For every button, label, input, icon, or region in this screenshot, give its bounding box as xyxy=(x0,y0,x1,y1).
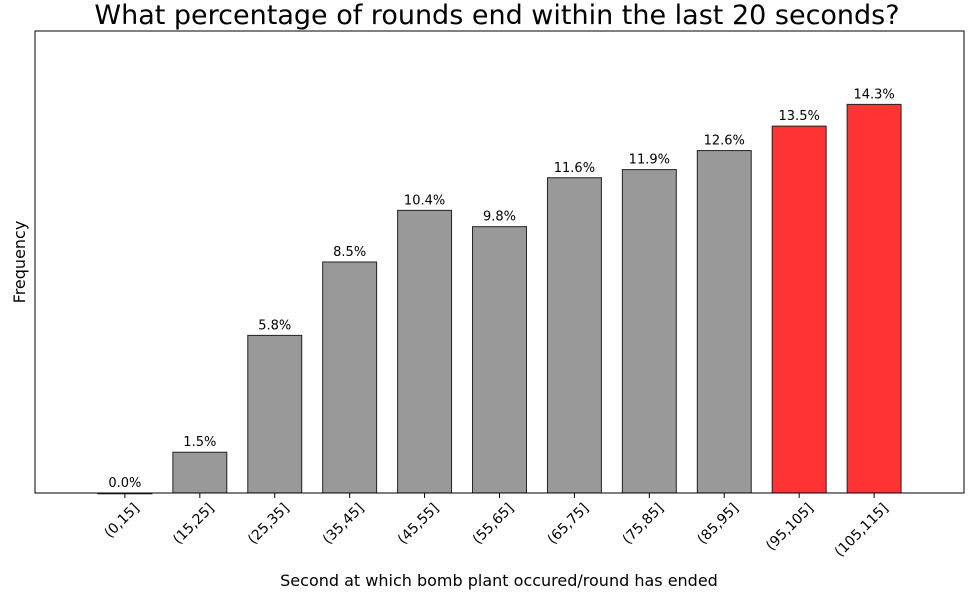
data-labels-group: 0.0% 1.5% 5.8% 8.5% 10.4% 9.8% 11.6% 11.9% 12.6%… xyxy=(108,87,894,491)
data-label-0: 0.0% xyxy=(108,476,141,491)
y-axis-label: Frequency xyxy=(10,221,29,304)
x-tick-label-5: (55,65] xyxy=(470,500,517,547)
chart-title: What percentage of rounds end within the… xyxy=(94,0,899,31)
x-tick-label-3: (35,45] xyxy=(320,500,367,547)
x-tick-label-1: (15,25] xyxy=(170,500,217,547)
data-label-9: 13.5% xyxy=(779,109,820,124)
bars-group xyxy=(97,103,902,495)
data-label-3: 8.5% xyxy=(333,245,366,260)
x-tick-label-9: (95,105] xyxy=(763,500,817,554)
x-tick-label-8: (85,95] xyxy=(695,500,742,547)
bar-7 xyxy=(621,169,677,494)
x-tick-label-7: (75,85] xyxy=(620,500,667,547)
x-ticks-group: (0,15] (15,25] (25,35] (35,45] (45,55] (55,65… xyxy=(101,493,892,560)
bar-3 xyxy=(322,261,378,494)
x-axis-label: Second at which bomb plant occured/round… xyxy=(280,571,718,590)
x-tick-label-0: (0,15] xyxy=(101,500,142,541)
data-label-7: 11.9% xyxy=(629,153,670,168)
bar-9 xyxy=(771,125,827,494)
data-label-6: 11.6% xyxy=(554,161,595,176)
x-tick-label-6: (65,75] xyxy=(545,500,592,547)
bar-2 xyxy=(247,334,303,494)
bar-6 xyxy=(546,177,602,494)
data-label-1: 1.5% xyxy=(183,435,216,450)
bar-1 xyxy=(172,451,228,494)
data-label-10: 14.3% xyxy=(853,87,894,102)
x-tick-label-2: (25,35] xyxy=(245,500,292,547)
bar-5 xyxy=(472,226,527,494)
data-label-4: 10.4% xyxy=(404,193,445,208)
bar-8 xyxy=(696,150,752,494)
data-label-2: 5.8% xyxy=(258,318,291,333)
x-tick-label-10: (105,115] xyxy=(832,500,892,560)
bar-10 xyxy=(846,103,902,494)
x-tick-label-4: (45,55] xyxy=(395,500,442,547)
data-label-8: 12.6% xyxy=(704,134,745,149)
data-label-5: 9.8% xyxy=(483,210,516,225)
bar-4 xyxy=(397,209,453,494)
